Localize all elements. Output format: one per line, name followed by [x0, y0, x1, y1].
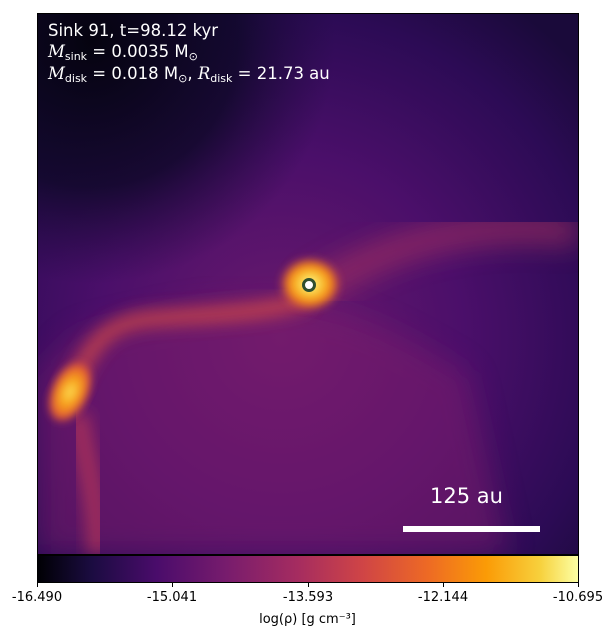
colorbar-label: log(ρ) [g cm⁻³] — [259, 612, 356, 627]
colorbar-tick — [308, 583, 309, 587]
colorbar-tick-label: -13.593 — [282, 590, 334, 605]
colorbar-tick-label: -10.695 — [552, 590, 604, 605]
colorbar — [37, 555, 579, 583]
sink-label: Sink 91, t=98.12 kyr — [48, 21, 219, 40]
scale-bar-label: 125 au — [430, 484, 503, 508]
sink-marker — [302, 278, 316, 292]
sink-mass-label: Msink = 0.0035 M⊙ — [48, 42, 198, 63]
scale-bar — [403, 526, 540, 532]
colorbar-tick-label: -12.144 — [417, 590, 469, 605]
density-map: Sink 91, t=98.12 kyr Msink = 0.0035 M⊙ M… — [37, 13, 579, 555]
colorbar-tick — [37, 583, 38, 587]
disk-properties-label: Mdisk = 0.018 M⊙, Rdisk = 21.73 au — [48, 64, 330, 85]
colorbar-tick-label: -15.041 — [146, 590, 198, 605]
colorbar-tick — [578, 583, 579, 587]
colorbar-tick-label: -16.490 — [11, 590, 63, 605]
colorbar-tick — [172, 583, 173, 587]
colorbar-tick — [443, 583, 444, 587]
